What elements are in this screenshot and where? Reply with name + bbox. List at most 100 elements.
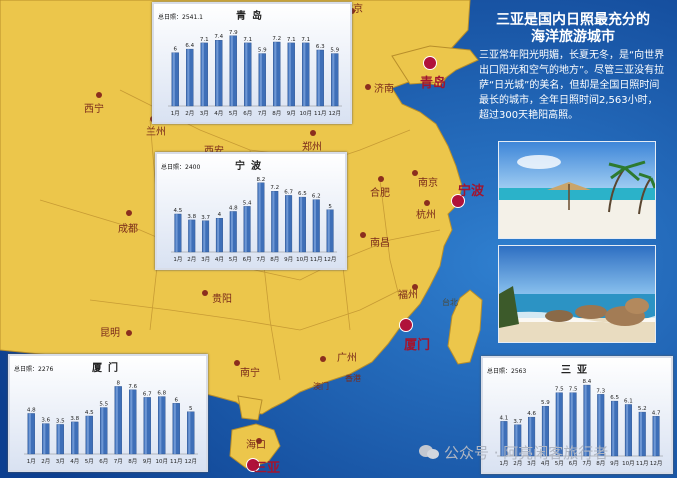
value-label: 7.1 [200,37,209,43]
bar-highlight [332,53,335,106]
headline: 三亚是国内日照最充分的 海洋旅游城市 [478,12,668,46]
value-label: 5.2 [638,406,647,412]
bar-12月 [187,411,195,455]
city-dot-nanjing [412,170,418,176]
value-label: 8 [117,380,121,386]
wechat-icon [419,445,439,459]
bar-chart-svg: 4.5 1月 3.8 2月 3.7 3月 4 4月 4.8 5月 5.4 6月 8.2 7月 7.2 8月 6.… [171,177,337,263]
city-label-hangzhou: 杭州 [416,210,436,221]
bar-highlight [570,392,573,456]
value-label: 7.2 [272,36,281,42]
chart-total-label: 总日照：2563 [487,368,527,375]
category-label: 11月 [314,110,327,117]
value-label: 4.8 [27,407,36,413]
bar-highlight [529,417,532,456]
bar-11月 [172,403,180,455]
bar-highlight [188,411,191,454]
value-label: 6.1 [624,398,633,404]
category-label: 6月 [99,458,108,465]
bar-highlight [244,206,247,252]
category-label: 2月 [187,256,196,263]
highlight-label-xiamen: 厦门 [404,338,431,353]
bar-9月 [285,195,293,253]
bar-5月 [229,211,237,253]
bar-11月 [316,49,324,107]
chart-sanya: 4.1 1月 3.7 2月 4.6 3月 5.9 4月 7.5 5月 7.5 6月 8.4 7月 7.3 8月… [481,356,673,474]
category-label: 8月 [272,110,281,117]
bar-highlight [272,191,275,252]
bar-highlight [556,392,559,456]
bar-6月 [244,42,252,107]
value-label: 7.5 [569,387,578,393]
highlight-dot-xiamen [399,318,413,332]
category-label: 2月 [185,110,194,117]
category-label: 7月 [114,458,123,465]
city-dot-guangzhou [320,356,326,362]
bar-highlight [274,42,277,106]
bar-3月 [56,424,64,455]
value-label: 3.7 [513,419,522,425]
category-label: 6月 [569,460,578,467]
value-label: 6.7 [284,189,293,195]
city-dot-nanning [234,360,240,366]
category-label: 4月 [70,458,79,465]
headline-line-1: 三亚是国内日照最充分的 [496,12,650,28]
bar-12月 [652,416,660,457]
bar-highlight [286,195,289,252]
bar-highlight [172,52,175,106]
value-label: 4.5 [85,410,94,416]
bar-7月 [114,386,122,455]
chart-total-label: 总日照：2541.1 [158,14,203,21]
city-label-kunming: 昆明 [100,328,120,339]
bar-12月 [326,209,334,253]
value-label: 7.1 [301,37,310,43]
bar-highlight [217,218,220,252]
category-label: 8月 [596,460,605,467]
bar-2月 [188,219,196,253]
category-label: 8月 [128,458,137,465]
bar-11月 [312,199,320,253]
bar-6月 [569,392,577,457]
value-label: 8.2 [257,177,266,183]
city-label-hefei: 合肥 [370,188,390,199]
city-label-taipei: 台北 [442,298,458,307]
bar-10月 [158,396,166,455]
bar-highlight [43,423,46,454]
value-label: 6 [175,397,179,403]
value-label: 4.1 [500,415,509,421]
category-label: 6月 [243,110,252,117]
highlight-label-qingdao: 青岛 [420,76,447,91]
bar-chart-svg: 6 1月 6.4 2月 7.1 3月 7.4 4月 7.9 5月 7.1 6月 5.9 7月 7.2 8月 7.… [168,30,342,117]
chart-ningbo: 4.5 1月 3.8 2月 3.7 3月 4 4月 4.8 5月 5.4 6月 8.2 7月 7.2 8月 6.… [155,152,347,270]
city-dot-haikou [256,438,262,444]
bar-chart-svg: 4.8 1月 3.6 2月 3.5 3月 3.8 4月 4.5 5月 5.5 6月 8 7月 7.6 8月 6.… [24,380,198,465]
bar-11月 [638,411,646,457]
category-label: 11月 [170,458,183,465]
city-label-lanzhou: 兰州 [146,127,166,138]
bar-highlight [187,49,190,106]
value-label: 5 [328,204,332,210]
city-dot-chengdu [126,210,132,216]
highlight-label-sanya: 三亚 [254,461,281,476]
bar-highlight [501,421,504,456]
bar-3月 [202,220,210,253]
highlight-dot-ningbo [451,194,465,208]
leizhou-peninsula [237,395,263,421]
bar-highlight [317,50,320,106]
headline-line-2: 海洋旅游城市 [531,29,615,45]
category-label: 4月 [214,110,223,117]
category-label: 5月 [229,256,238,263]
category-label: 12月 [650,460,663,467]
category-label: 3月 [200,110,209,117]
bar-2月 [42,423,50,455]
category-label: 12月 [185,458,198,465]
category-label: 10月 [296,256,309,263]
bar-1月 [171,52,179,107]
city-dot-fuzhou [412,284,418,290]
bar-highlight [584,385,587,456]
bar-highlight [144,397,147,454]
category-label: 12月 [329,110,342,117]
category-label: 10月 [156,458,169,465]
category-label: 9月 [143,458,152,465]
